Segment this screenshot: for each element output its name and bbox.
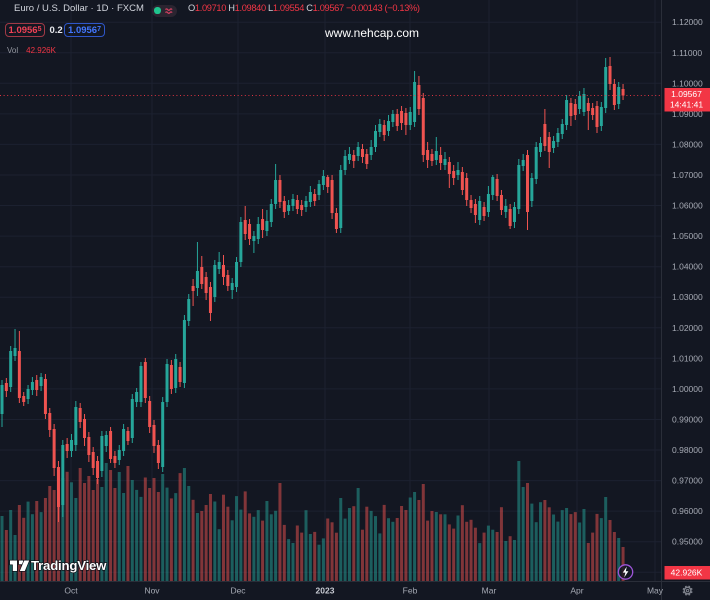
svg-text:1.01000: 1.01000: [672, 353, 703, 363]
svg-text:0.97000: 0.97000: [672, 476, 703, 486]
svg-text:1.10000: 1.10000: [672, 78, 703, 88]
svg-text:Apr: Apr: [570, 586, 583, 596]
svg-text:May: May: [647, 586, 664, 596]
svg-text:0.96000: 0.96000: [672, 506, 703, 516]
svg-text:14:41:41: 14:41:41: [670, 100, 703, 110]
svg-text:Nov: Nov: [144, 586, 160, 596]
svg-text:1.03000: 1.03000: [672, 292, 703, 302]
svg-text:1.11000: 1.11000: [672, 48, 702, 58]
svg-text:1.06000: 1.06000: [672, 201, 703, 211]
svg-text:Mar: Mar: [482, 586, 497, 596]
svg-text:1.04000: 1.04000: [672, 262, 703, 272]
svg-text:42.926K: 42.926K: [671, 568, 703, 578]
svg-text:0.95000: 0.95000: [672, 537, 703, 547]
svg-text:TradingView: TradingView: [31, 558, 107, 573]
svg-text:1.02000: 1.02000: [672, 323, 703, 333]
svg-text:Dec: Dec: [230, 586, 246, 596]
svg-text:Feb: Feb: [403, 586, 418, 596]
svg-text:1.07000: 1.07000: [672, 170, 703, 180]
svg-text:2023: 2023: [316, 586, 335, 596]
svg-text:1.09000: 1.09000: [672, 109, 703, 119]
svg-text:1.09567: 1.09567: [671, 89, 702, 99]
svg-text:1.12000: 1.12000: [672, 17, 703, 27]
svg-text:0.99000: 0.99000: [672, 415, 703, 425]
svg-text:0.98000: 0.98000: [672, 445, 703, 455]
svg-text:1.08000: 1.08000: [672, 139, 703, 149]
svg-text:1.00000: 1.00000: [672, 384, 703, 394]
svg-text:Oct: Oct: [64, 586, 78, 596]
svg-text:1.05000: 1.05000: [672, 231, 703, 241]
